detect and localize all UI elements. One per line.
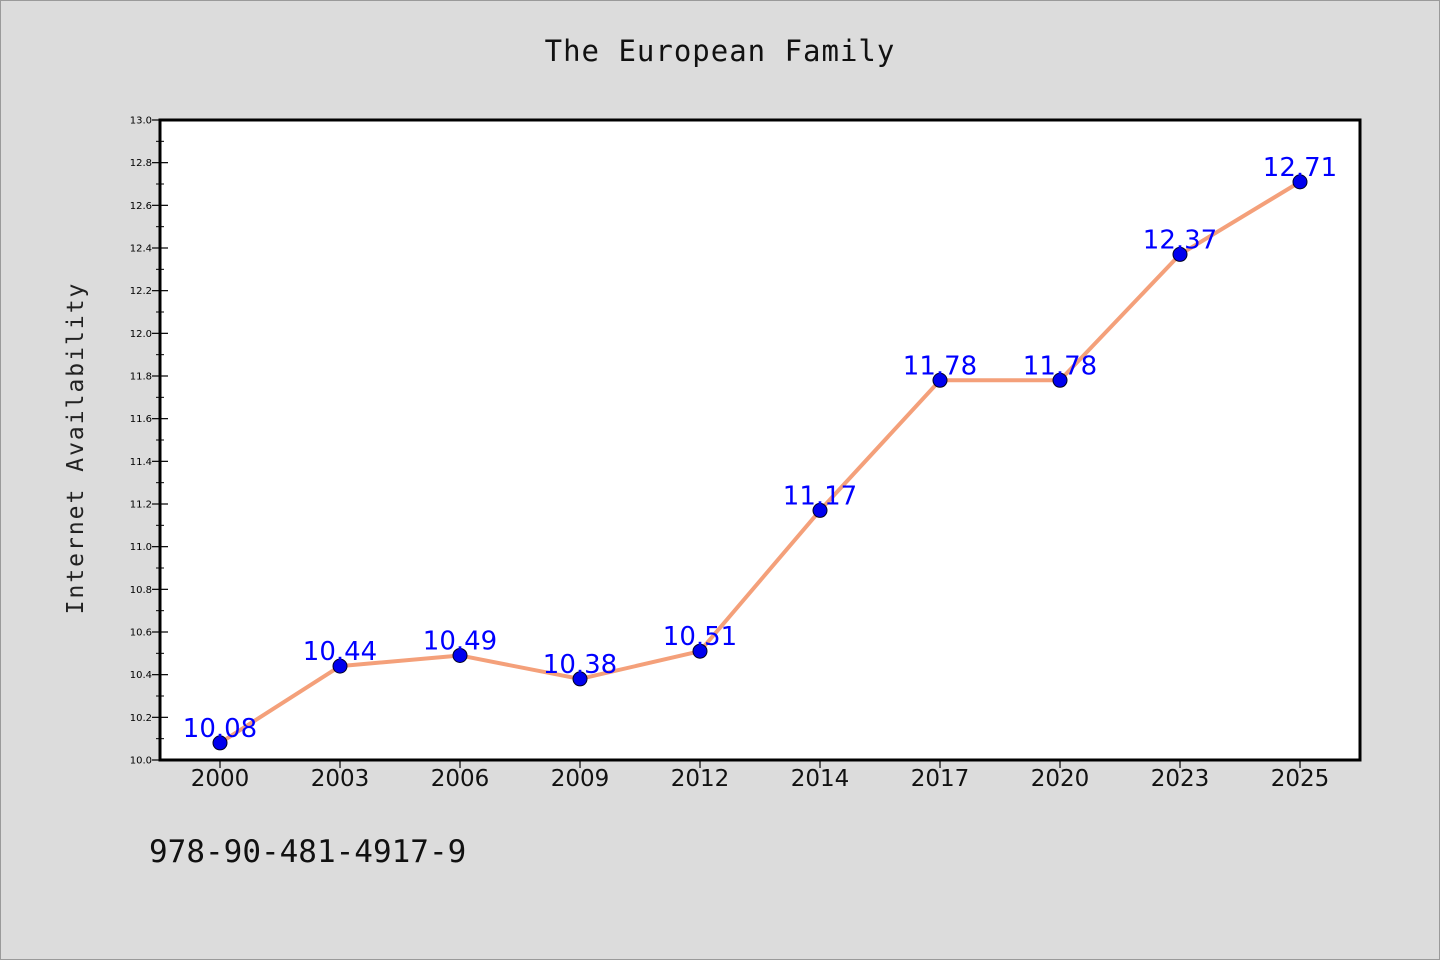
x-tick-label: 2017 <box>911 766 970 792</box>
x-tick-label: 2003 <box>311 766 370 792</box>
data-label: 12.71 <box>1263 153 1337 183</box>
x-tick-label: 2000 <box>191 766 250 792</box>
data-point <box>692 643 708 659</box>
x-tick-label: 2020 <box>1031 766 1090 792</box>
x-tick-label: 2009 <box>551 766 610 792</box>
chart-title: The European Family <box>544 34 896 68</box>
data-label: 10.08 <box>183 714 257 744</box>
data-point <box>332 658 348 674</box>
data-label: 11.78 <box>1023 351 1097 381</box>
x-tick-label: 2023 <box>1151 766 1210 792</box>
y-tick-label: 10.2 <box>130 713 152 724</box>
data-label: 12.37 <box>1143 225 1217 255</box>
y-tick-label: 12.0 <box>130 329 152 340</box>
data-point <box>932 372 948 388</box>
series-line <box>218 180 1302 745</box>
data-label: 11.78 <box>903 351 977 381</box>
data-point <box>572 671 588 687</box>
data-point <box>812 502 828 518</box>
y-tick-label: 11.0 <box>130 542 152 553</box>
y-tick-label: 12.4 <box>130 244 152 255</box>
data-label: 10.44 <box>303 637 377 667</box>
data-label: 11.17 <box>783 481 857 511</box>
y-tick-label: 12.8 <box>130 158 152 169</box>
y-tick-label: 11.2 <box>130 500 152 511</box>
x-tick-label: 2012 <box>671 766 730 792</box>
data-label: 10.38 <box>543 650 617 680</box>
axis-ticks: 10.0 10.2 10.4 10.6 10.8 11.0 11.2 11.4 11.6 11.8… <box>130 116 1330 793</box>
y-tick-label: 10.8 <box>130 585 152 596</box>
data-label: 10.51 <box>663 622 737 652</box>
data-markers <box>212 174 1308 751</box>
data-labels: 10.08 10.44 10.49 10.38 10.51 11.17 11.78 11.78… <box>183 153 1337 744</box>
y-tick-label: 10.4 <box>130 670 152 681</box>
isbn-text: 978-90-481-4917-9 <box>149 834 467 870</box>
data-point <box>452 647 468 663</box>
plot-area <box>160 120 1360 760</box>
y-tick-label: 11.8 <box>130 372 152 383</box>
y-tick-label: 12.6 <box>130 201 152 212</box>
y-tick-label: 12.2 <box>130 286 152 297</box>
data-point <box>1052 372 1068 388</box>
y-tick-label: 13.0 <box>130 116 152 127</box>
y-tick-label: 10.6 <box>130 628 152 639</box>
series-line-group <box>218 180 1302 745</box>
y-tick-label: 11.4 <box>130 457 152 468</box>
data-point <box>1292 174 1308 190</box>
x-tick-label: 2006 <box>431 766 490 792</box>
y-tick-label: 11.6 <box>130 414 152 425</box>
x-tick-label: 2025 <box>1271 766 1330 792</box>
data-point <box>212 735 228 751</box>
x-tick-label: 2014 <box>791 766 850 792</box>
plot-border <box>158 118 1362 762</box>
data-label: 10.49 <box>423 626 497 656</box>
data-point <box>1172 246 1188 262</box>
y-tick-label: 10.0 <box>130 756 152 767</box>
